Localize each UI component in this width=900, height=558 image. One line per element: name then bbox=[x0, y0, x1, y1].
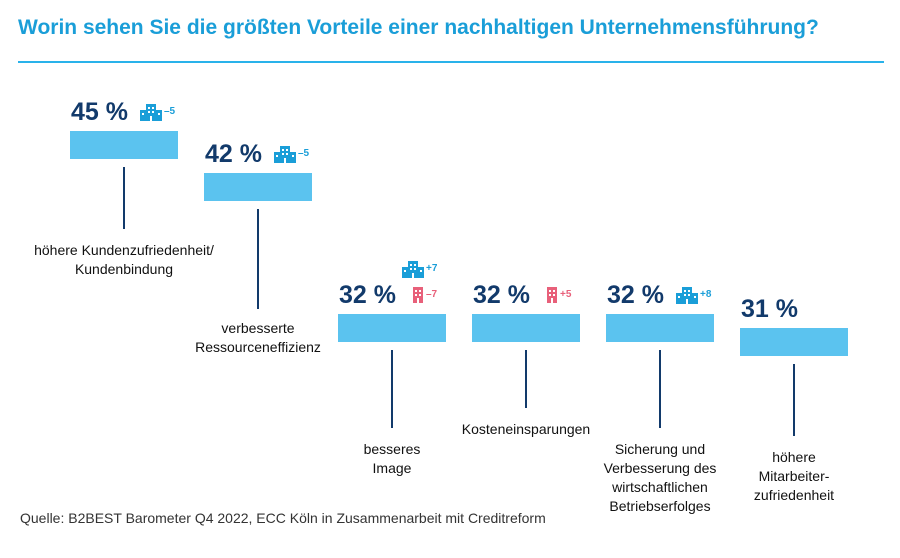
category-label: besseres Image bbox=[363, 441, 421, 476]
bar bbox=[472, 314, 580, 342]
change-indicator: +7 bbox=[402, 260, 437, 278]
large-company-icon bbox=[140, 104, 162, 121]
change-value: –5 bbox=[164, 106, 176, 117]
source-note: Quelle: B2BEST Barometer Q4 2022, ECC Kö… bbox=[20, 510, 546, 526]
category-label: höhere Kundenzufriedenheit/ Kundenbindun… bbox=[34, 242, 214, 277]
data-label: 32 % bbox=[607, 281, 664, 309]
bar bbox=[204, 173, 312, 201]
data-label: 32 % bbox=[473, 281, 530, 309]
change-indicator: +8 bbox=[676, 286, 711, 304]
leader-line bbox=[123, 167, 125, 229]
change-indicator: –5 bbox=[274, 145, 309, 163]
category-label: verbesserte Ressourceneffizienz bbox=[195, 320, 321, 355]
leader-line bbox=[391, 350, 393, 428]
leader-line bbox=[525, 350, 527, 408]
large-company-icon bbox=[676, 287, 698, 304]
change-value: +5 bbox=[560, 289, 572, 300]
change-indicator: –7 bbox=[412, 286, 437, 304]
leader-line bbox=[257, 209, 259, 309]
bar bbox=[606, 314, 714, 342]
large-company-icon bbox=[402, 261, 424, 278]
title-divider bbox=[18, 61, 884, 63]
data-label: 32 % bbox=[339, 281, 396, 309]
bar bbox=[338, 314, 446, 342]
small-company-icon bbox=[413, 287, 423, 303]
change-value: –5 bbox=[298, 148, 310, 159]
category-label: Kosteneinsparungen bbox=[461, 421, 591, 437]
change-value: +8 bbox=[700, 289, 712, 300]
leader-line bbox=[793, 364, 795, 436]
data-label: 45 % bbox=[71, 98, 128, 126]
bar bbox=[70, 131, 178, 159]
data-label: 31 % bbox=[741, 295, 798, 323]
leader-line bbox=[659, 350, 661, 428]
category-label: höhere Mitarbeiter- zufriedenheit bbox=[753, 449, 835, 503]
change-indicator: +5 bbox=[546, 286, 571, 304]
change-value: –7 bbox=[426, 289, 438, 300]
change-indicator: –5 bbox=[140, 103, 175, 121]
data-label: 42 % bbox=[205, 140, 262, 168]
bar bbox=[740, 328, 848, 356]
large-company-icon bbox=[274, 146, 296, 163]
small-company-icon bbox=[547, 287, 557, 303]
change-value: +7 bbox=[426, 263, 438, 274]
chart-title: Worin sehen Sie die größten Vorteile ein… bbox=[18, 16, 819, 39]
category-label: Sicherung und Verbesserung des wirtschaf… bbox=[603, 441, 717, 514]
